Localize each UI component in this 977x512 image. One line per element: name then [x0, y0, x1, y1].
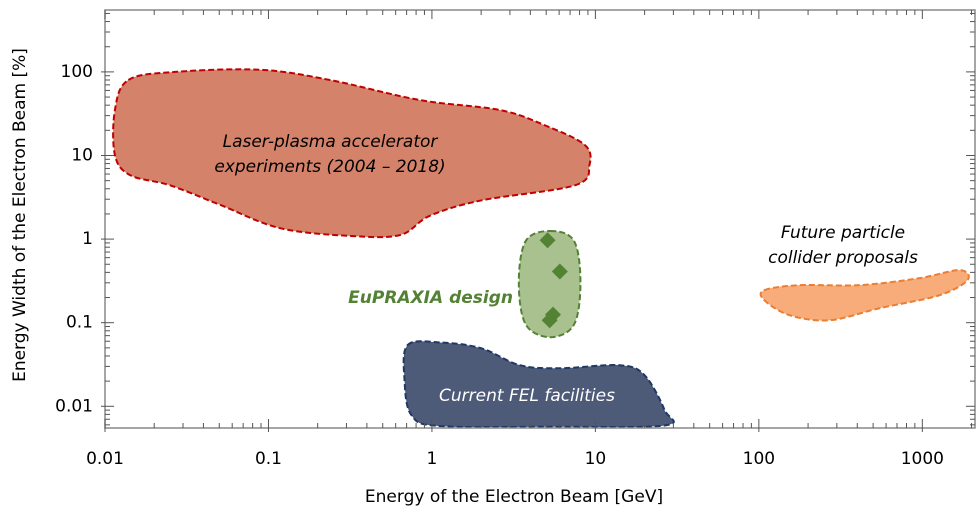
y-tick-label: 1 — [82, 229, 93, 249]
diamond-point — [551, 263, 568, 280]
y-tick-label: 100 — [61, 62, 93, 82]
x-tick-label: 10 — [585, 449, 607, 469]
y-tick-label: 0.1 — [66, 313, 93, 333]
y-tick-label: 0.01 — [55, 396, 93, 416]
x-tick-label: 1000 — [901, 449, 944, 469]
region-label: Current FEL facilities — [439, 386, 615, 406]
region-label: collider proposals — [768, 248, 918, 268]
x-tick-label: 1 — [427, 449, 438, 469]
x-axis-label: Energy of the Electron Beam [GeV] — [365, 487, 663, 507]
region-label: experiments (2004 – 2018) — [214, 157, 445, 177]
diamond-point — [544, 306, 561, 323]
plot-frame — [104, 9, 976, 429]
region-label: EuPRAXIA design — [348, 288, 513, 308]
x-tick-label: 0.01 — [86, 449, 124, 469]
region — [402, 340, 675, 429]
diamond-point — [539, 232, 556, 249]
x-tick-label: 100 — [743, 449, 775, 469]
region — [759, 269, 970, 322]
region-label: Future particle — [781, 223, 905, 243]
region — [112, 68, 592, 239]
region — [517, 229, 582, 339]
region-label: Laser-plasma accelerator — [223, 132, 439, 152]
y-tick-label: 10 — [71, 145, 93, 165]
y-axis-label: Energy Width of the Electron Beam [%] — [10, 48, 30, 382]
x-tick-label: 0.1 — [255, 449, 282, 469]
